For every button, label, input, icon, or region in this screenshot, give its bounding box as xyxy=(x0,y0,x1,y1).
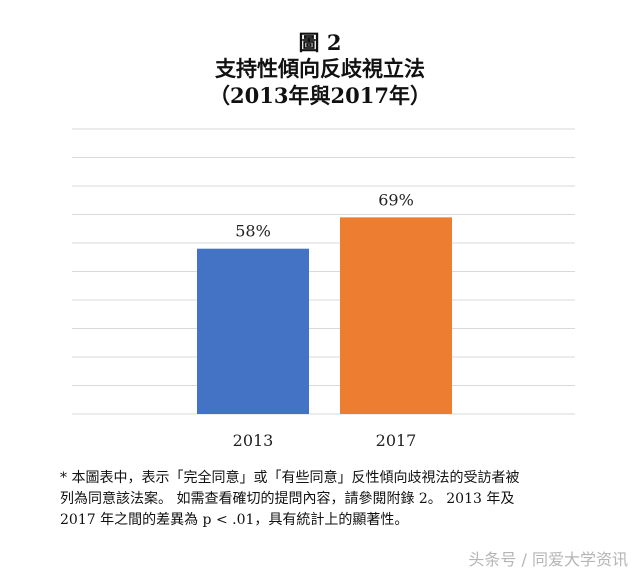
x-tick-label-2017: 2017 xyxy=(376,431,417,450)
chart-title: 支持性傾向反歧視立法 xyxy=(215,56,425,81)
footnote: * 本圖表中，表示「完全同意」或「有些同意」反性傾向歧視法的受訪者被 列為同意該… xyxy=(60,468,600,531)
bar-2013 xyxy=(197,248,309,414)
data-label-2017: 69% xyxy=(378,190,414,209)
watermark: 头条号 / 同爱大学资讯 xyxy=(468,550,628,569)
bar-chart: 58% 2013 69% 2017 xyxy=(72,128,575,450)
footnote-line-1: * 本圖表中，表示「完全同意」或「有些同意」反性傾向歧視法的受訪者被 xyxy=(60,470,520,486)
bar-2017 xyxy=(340,217,452,414)
x-tick-label-2013: 2013 xyxy=(233,431,274,450)
footnote-line-3: 2017 年之間的差異為 p < .01，具有統計上的顯著性。 xyxy=(60,512,409,528)
data-label-2013: 58% xyxy=(235,222,271,241)
chart-figure-number: 圖 2 xyxy=(298,30,342,55)
footnote-line-2: 列為同意該法案。 如需查看確切的提問內容，請參閱附錄 2。 2013 年及 xyxy=(60,491,515,507)
chart-subtitle: （2013年與2017年） xyxy=(209,83,431,108)
